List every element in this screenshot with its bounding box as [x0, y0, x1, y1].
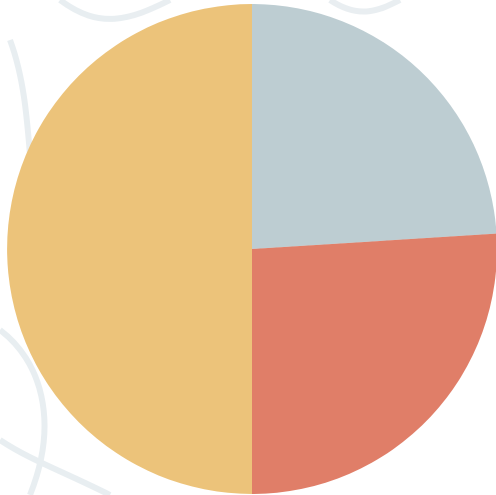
leaf-stroke	[0, 437, 112, 495]
pie-slice	[7, 4, 253, 494]
leaf-stroke	[328, 0, 402, 15]
pie-slice	[252, 4, 496, 249]
leaf-stroke	[58, 0, 172, 22]
leaf-stroke	[0, 327, 48, 495]
pie-slice	[252, 233, 496, 494]
pie	[7, 4, 496, 494]
